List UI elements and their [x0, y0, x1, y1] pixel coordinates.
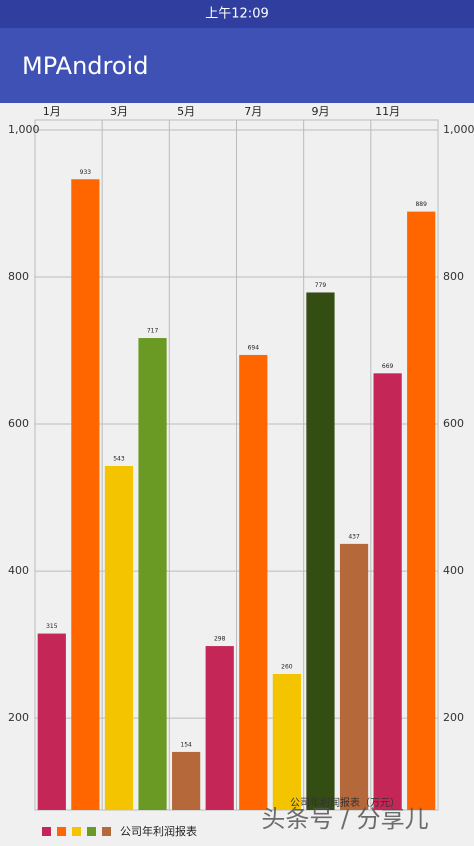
value-label: 933: [80, 169, 92, 176]
value-label: 889: [415, 201, 427, 208]
status-time: 上午12:09: [205, 7, 268, 22]
x-tick-label: 5月: [177, 105, 195, 118]
legend-label: 公司年利润报表: [120, 824, 197, 838]
legend-swatch: [72, 827, 81, 836]
y2-tick-label: 1,000: [443, 123, 474, 136]
bar: [339, 543, 369, 810]
y-tick-label: 1,000: [8, 123, 40, 136]
x-tick-label: 1月: [43, 105, 61, 118]
value-label: 437: [348, 533, 360, 540]
legend-swatch: [57, 827, 66, 836]
value-label: 694: [248, 344, 260, 351]
value-label: 154: [180, 741, 192, 748]
bar: [373, 373, 402, 810]
chart-description: 公司年利润报表（万元）: [290, 796, 400, 809]
bar: [205, 646, 234, 810]
y-tick-label: 600: [8, 417, 29, 430]
value-label: 543: [113, 455, 125, 462]
x-tick-label: 11月: [375, 105, 400, 118]
x-tick-label: 3月: [110, 105, 128, 118]
bar: [138, 338, 167, 810]
bar: [306, 292, 335, 811]
bar: [407, 211, 436, 811]
app-bar: [0, 28, 474, 103]
y-tick-label: 200: [8, 711, 29, 724]
value-label: 669: [382, 363, 394, 370]
value-label: 779: [315, 282, 327, 289]
app-title: MPAndroid: [22, 52, 148, 80]
legend-swatch: [87, 827, 96, 836]
legend-swatch: [102, 827, 111, 836]
bar: [71, 179, 100, 811]
y2-tick-label: 600: [443, 417, 464, 430]
bar: [104, 465, 134, 810]
value-label: 717: [147, 328, 159, 335]
status-bar: [0, 0, 474, 28]
y2-tick-label: 800: [443, 270, 464, 283]
x-tick-label: 9月: [311, 105, 329, 118]
x-tick-label: 7月: [244, 105, 262, 118]
y2-tick-label: 400: [443, 564, 464, 577]
value-label: 315: [46, 623, 58, 630]
bar: [172, 751, 201, 810]
value-label: 298: [214, 636, 226, 643]
bar: [239, 354, 268, 810]
bar: [272, 674, 301, 810]
bar: [37, 633, 66, 810]
y-tick-label: 400: [8, 564, 29, 577]
value-label: 260: [281, 664, 293, 671]
watermark: 头条号 / 分享儿: [261, 805, 428, 833]
y-tick-label: 800: [8, 270, 29, 283]
legend-swatch: [42, 827, 51, 836]
y2-tick-label: 200: [443, 711, 464, 724]
